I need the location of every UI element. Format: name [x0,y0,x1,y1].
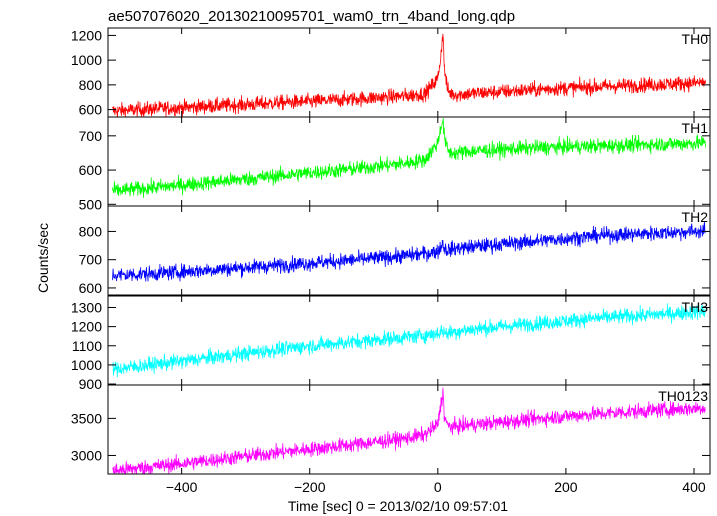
series-line-th2 [112,221,706,282]
y-tick-label: 700 [79,252,103,268]
panel-th2: 600 700 800 TH2 [79,205,711,296]
series-line-th1 [112,118,706,198]
panel-frame [107,295,711,386]
series-label-th3: TH3 [682,299,709,315]
chart-title: ae507076020_20130210095701_wam0_trn_4ban… [108,8,515,25]
panel-frame [107,384,711,475]
series-line-th0123 [112,387,706,475]
y-tick-label: 3000 [71,447,102,463]
panel-th1: 500 600 700 TH1 [79,116,711,212]
series-label-th2: TH2 [682,209,709,225]
y-tick-label: 600 [79,280,103,296]
y-tick-label: 1200 [71,27,102,43]
y-tick-label: 700 [79,128,103,144]
y-tick-label: 1300 [71,299,102,315]
series-line-th3 [112,303,706,378]
y-tick-label: 600 [79,102,103,118]
series-label-th1: TH1 [682,120,709,136]
y-tick-label: 500 [79,196,103,212]
series-line-th0 [112,33,706,118]
y-tick-label: 1200 [71,319,102,335]
series-label-th0: TH0 [682,31,709,47]
panels-group: 600 800 1000 1200 TH0 500 600 700 TH1 600 700 800 TH… [71,27,711,495]
y-tick-label: 800 [79,77,103,93]
y-tick-label: 900 [79,376,103,392]
x-tick-label: 200 [554,479,578,495]
y-tick-label: 3500 [71,410,102,426]
x-tick-label: 400 [682,479,706,495]
x-tick-label: −400 [166,479,198,495]
y-tick-label: 1000 [71,52,102,68]
x-axis-label: Time [sec] 0 = 2013/02/10 09:57:01 [288,498,508,514]
x-tick-label: 0 [434,479,442,495]
series-label-th0123: TH0123 [658,388,708,404]
panel-th0123: 3000 3500 TH0123 [71,384,711,475]
y-tick-label: 1100 [72,338,102,354]
panel-frame [107,205,711,296]
panel-th0: 600 800 1000 1200 TH0 [71,27,711,118]
y-axis-label: Counts/sec [35,223,51,293]
y-tick-label: 1000 [71,357,102,373]
y-tick-label: 800 [79,223,103,239]
x-tick-label: −200 [294,479,326,495]
panel-th3: 900 1000 1100 1200 1300 TH3 [71,295,711,392]
y-tick-label: 600 [79,162,103,178]
